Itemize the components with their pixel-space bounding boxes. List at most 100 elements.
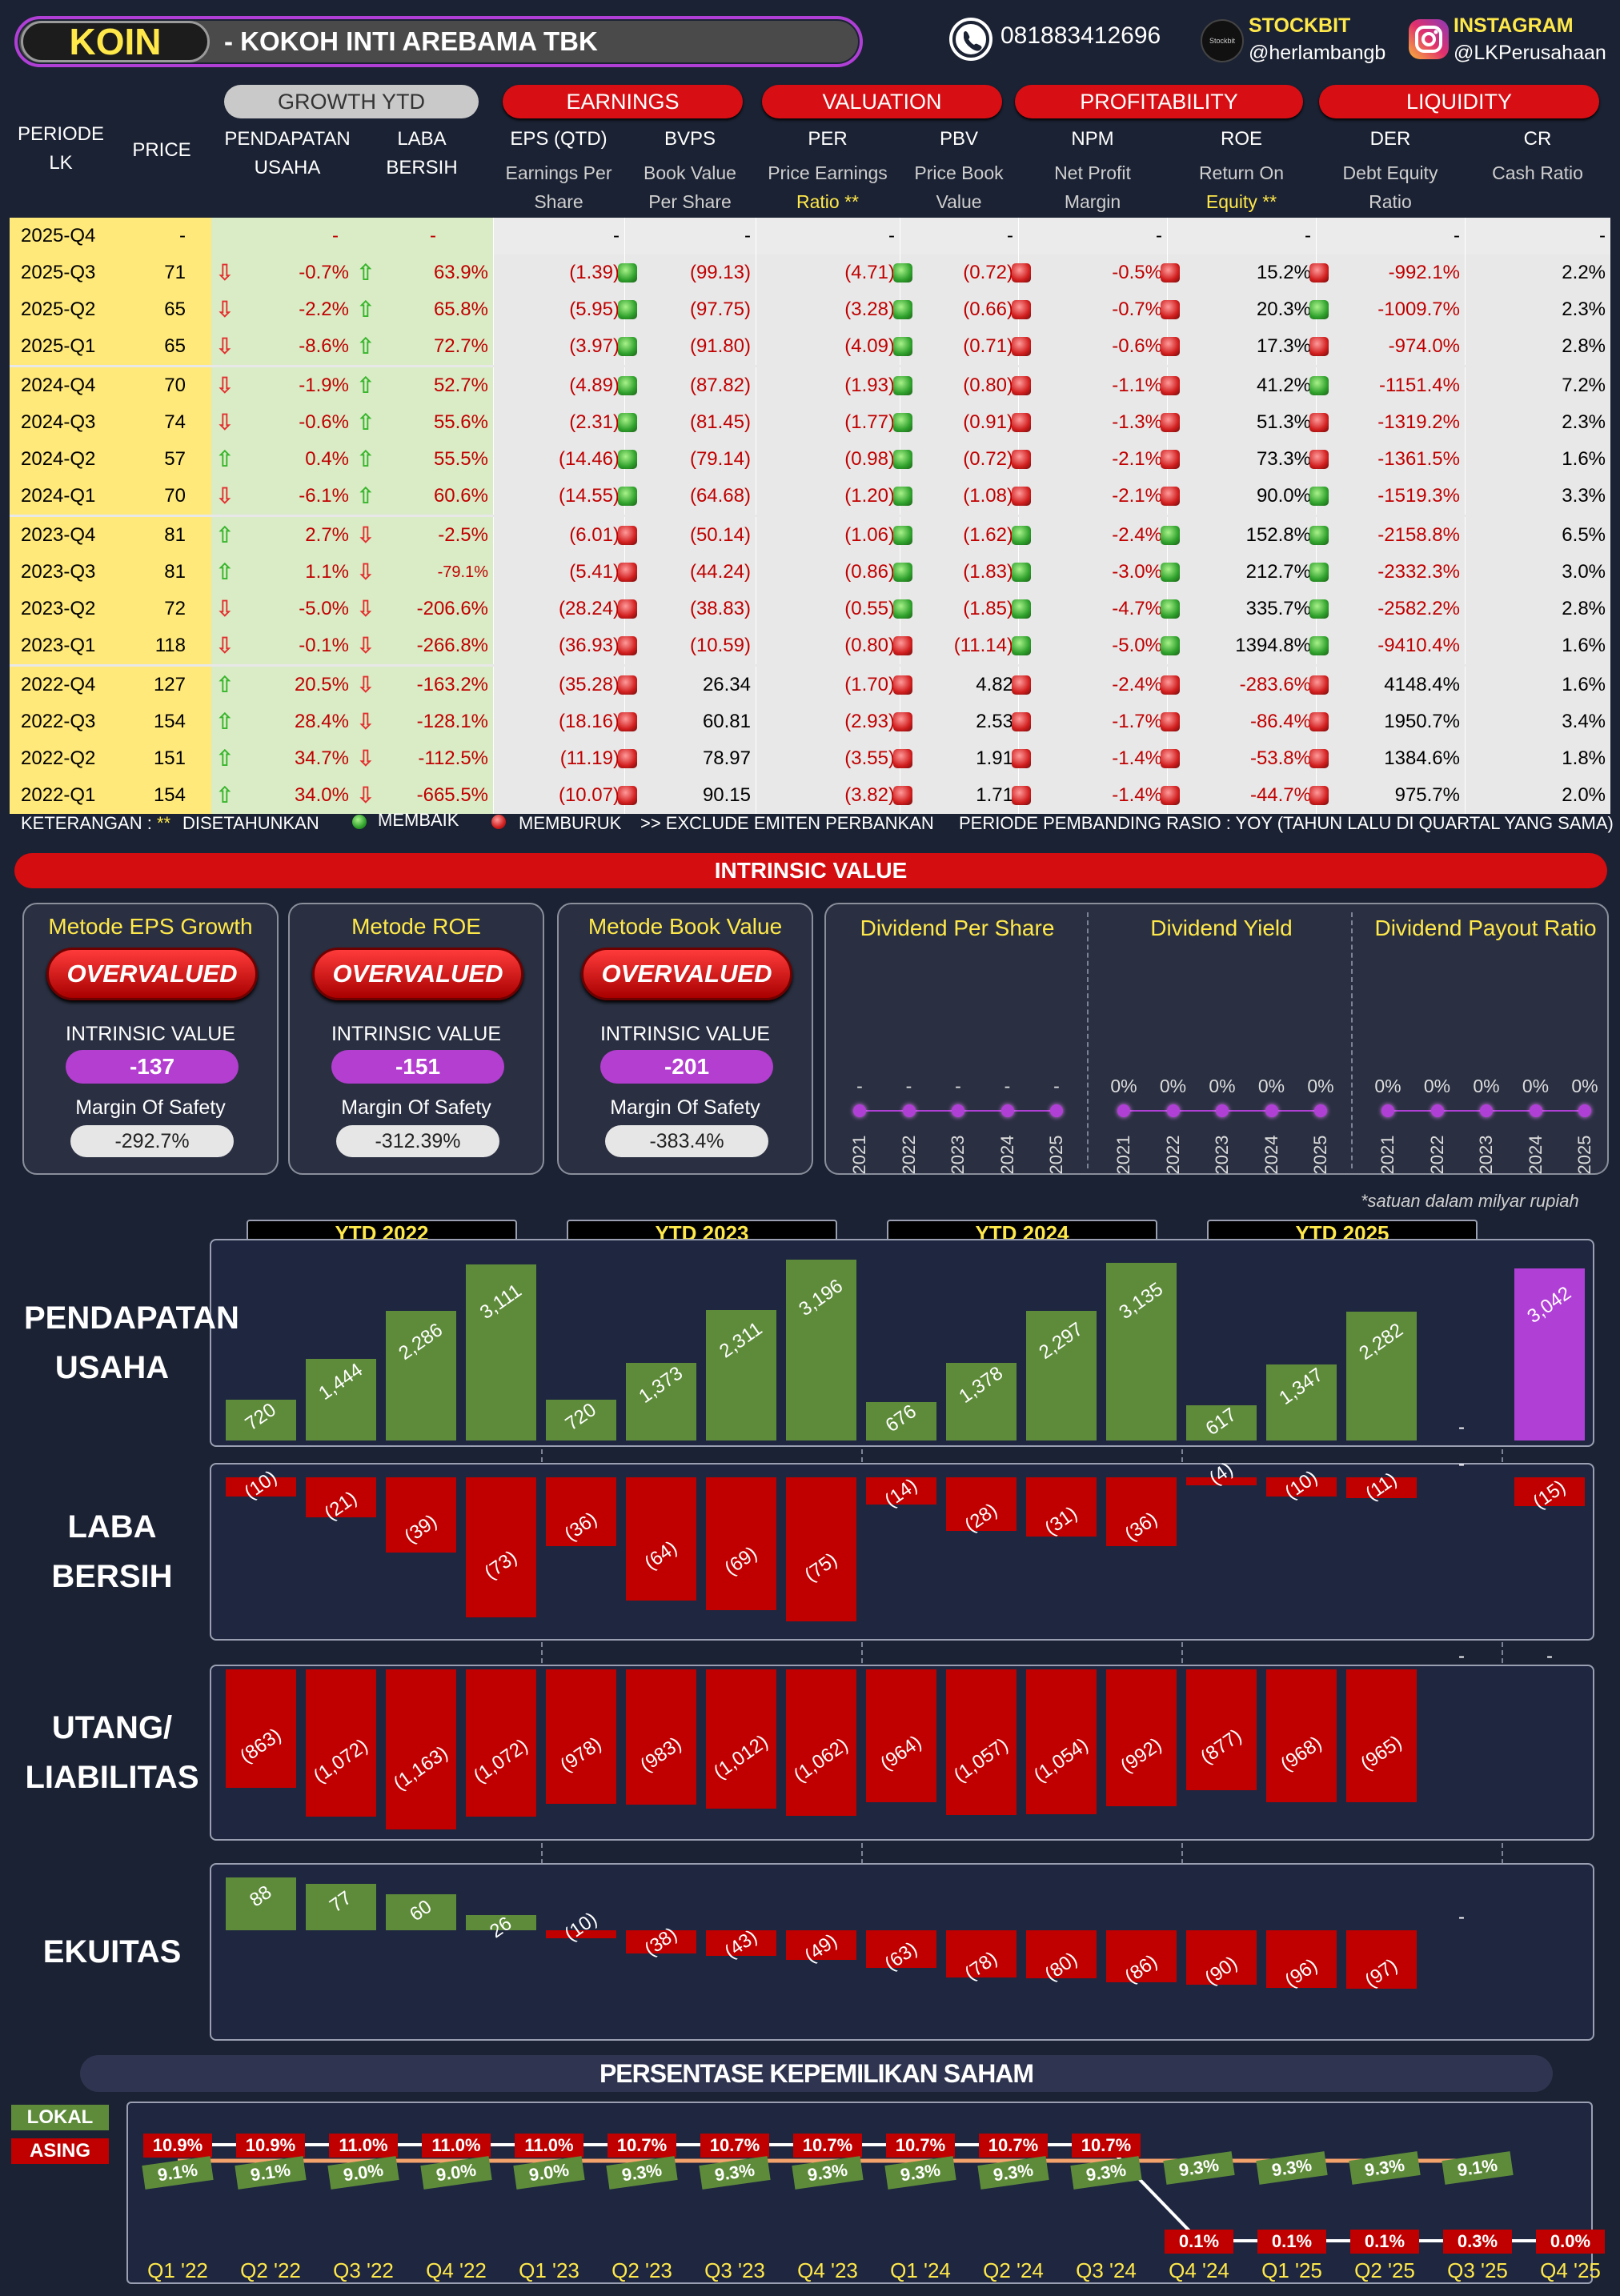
bvps-cell: (44.24) (624, 554, 756, 591)
status-bad-icon (618, 563, 637, 582)
col-periode: PERIODE (17, 123, 105, 145)
table-row: 2025-Q1 65 ⇩ -8.6% ⇧ 72.7% (3.97) (91.80) (4.09)… (10, 328, 1610, 365)
dividend-value: 0% (1571, 1076, 1598, 1096)
growth-cell (211, 328, 493, 365)
stockbit-logo-icon: Stockbit (1201, 19, 1244, 62)
dividend-point (1578, 1104, 1591, 1117)
status-good-icon (1309, 526, 1329, 545)
unit-note: *satuan dalam milyar rupiah (1361, 1191, 1579, 1211)
mos-label: Margin Of Safety (341, 1096, 491, 1119)
roe-cell: 90.0% (1167, 478, 1316, 515)
col-roe-sub2: Equity ** (1205, 191, 1277, 212)
group-earnings: EARNINGS (503, 85, 743, 118)
growth-cell (211, 254, 493, 291)
status-bad-icon (618, 636, 637, 655)
bar (946, 1477, 1017, 1532)
periode-cell: 2025-Q3 (10, 254, 211, 291)
price-cell: 154 (153, 711, 186, 732)
iv-value: -151 (331, 1050, 504, 1084)
arrow-down-icon: ⇩ (356, 783, 375, 807)
iv-method-card: Metode EPS Growth OVERVALUED INTRINSIC VAL… (22, 903, 279, 1175)
eps-cell: (18.16) (493, 703, 624, 740)
iv-label: INTRINSIC VALUE (331, 1023, 502, 1045)
eps-cell: (6.01) (493, 517, 624, 554)
bar (386, 1311, 456, 1441)
bar (1106, 1930, 1177, 1982)
status-bad-icon (893, 675, 912, 695)
arrow-up-icon: ⇧ (215, 559, 235, 584)
bar (1106, 1669, 1177, 1806)
pendapatan-cell: 2.7% (305, 524, 349, 546)
asing-value-label: 0.1% (1350, 2230, 1419, 2254)
status-good-icon (1309, 300, 1329, 319)
asing-value-label: 10.7% (700, 2134, 769, 2158)
dividend-value: 0% (1374, 1076, 1401, 1096)
price-cell: 127 (153, 674, 186, 695)
asing-value-label: 10.7% (1072, 2134, 1141, 2158)
arrow-down-icon: ⇩ (356, 746, 375, 771)
cr-cell: - (1465, 218, 1610, 254)
bar (866, 1477, 936, 1505)
arrow-up-icon: ⇧ (356, 373, 375, 398)
status-bad-icon (1012, 786, 1031, 805)
growth-cell (211, 554, 493, 591)
table-row: 2023-Q1 118 ⇩ -0.1% ⇩ -266.8% (36.93) (10.59) (0… (10, 627, 1610, 664)
chart-row-title: LABA BERSIH (51, 1509, 173, 1594)
cr-cell: 1.6% (1465, 627, 1610, 664)
instagram-handle: @LKPerusahaan (1454, 42, 1606, 64)
npm-cell: -2.1% (1018, 478, 1167, 515)
arrow-up-icon: ⇧ (356, 410, 375, 435)
der-cell: 4148.4% (1316, 667, 1465, 703)
price-cell: 71 (164, 262, 186, 283)
status-bad-icon (618, 526, 637, 545)
valuation-status-badge: OVERVALUED (46, 948, 258, 1000)
dividend-value: 0% (1307, 1076, 1334, 1096)
status-bad-icon (1161, 487, 1180, 506)
arrow-down-icon: ⇩ (215, 297, 235, 322)
pendapatan-cell: -0.6% (299, 411, 349, 433)
col-npm-sub1: Net Profit (1054, 162, 1131, 183)
status-bad-icon (618, 786, 637, 805)
iv-label: INTRINSIC VALUE (65, 1023, 236, 1045)
asing-value-label: 11.0% (422, 2134, 491, 2158)
quarter-label: Q2 '25 (1354, 2258, 1415, 2282)
legend-stars: ** (157, 813, 171, 833)
laba-cell: 65.8% (433, 299, 488, 320)
table-row: 2022-Q4 127 ⇧ 20.5% ⇩ -163.2% (35.28) 26.34 (1.7… (10, 667, 1610, 703)
bar (226, 1477, 296, 1497)
eps-cell: (4.89) (493, 367, 624, 404)
bvps-cell: (97.75) (624, 291, 756, 328)
laba-cell: -266.8% (416, 635, 488, 656)
bar (546, 1400, 616, 1441)
bar (1346, 1311, 1417, 1441)
bvps-cell: 78.97 (624, 740, 756, 777)
eps-cell: (1.39) (493, 254, 624, 291)
npm-cell: -2.4% (1018, 517, 1167, 554)
phone-number: 081883412696 (1000, 22, 1161, 49)
cr-cell: 1.6% (1465, 667, 1610, 703)
bar (386, 1894, 456, 1930)
quarter-label: Q3 '22 (333, 2258, 394, 2282)
bvps-cell: - (624, 218, 756, 254)
stockbit-handle: @herlambangb (1249, 42, 1386, 64)
roe-cell: -53.8% (1167, 740, 1316, 777)
laba-cell: 60.6% (433, 485, 488, 507)
quarter-label: Q1 '25 (1261, 2258, 1322, 2282)
status-good-icon (893, 376, 912, 395)
dividend-point (1480, 1104, 1493, 1117)
asing-value-label: 10.7% (979, 2134, 1048, 2158)
cr-cell: 3.0% (1465, 554, 1610, 591)
status-bad-icon (1012, 675, 1031, 695)
legend-annual: DISETAHUNKAN (182, 813, 319, 833)
quarter-label: Q1 '24 (890, 2258, 951, 2282)
table-row: 2023-Q4 81 ⇧ 2.7% ⇩ -2.5% (6.01) (50.14) (1.06)(… (10, 517, 1610, 554)
status-bad-icon (1309, 450, 1329, 469)
eps-cell: (28.24) (493, 591, 624, 627)
laba-cell: -206.6% (416, 598, 488, 619)
arrow-up-icon: ⇧ (356, 260, 375, 285)
periode-cell: 2022-Q2 (10, 740, 211, 777)
quarter-label: Q3 '24 (1076, 2258, 1137, 2282)
stockbit-label: STOCKBIT (1249, 14, 1351, 37)
chart-row-title: EKUITAS (42, 1934, 182, 1969)
bar (1266, 1477, 1337, 1497)
